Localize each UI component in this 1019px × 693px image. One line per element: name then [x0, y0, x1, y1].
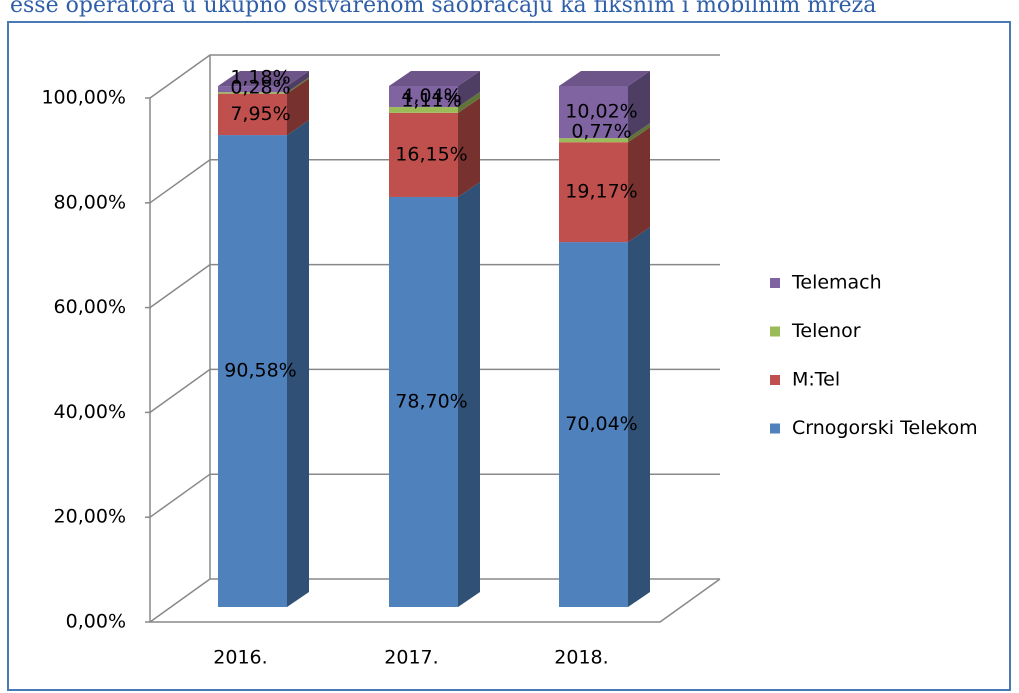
bar-side [458, 181, 480, 607]
bar [389, 196, 458, 607]
bar [218, 135, 287, 608]
bar [559, 86, 628, 139]
data-label: 1,18% [230, 67, 290, 89]
bar-side [287, 120, 309, 608]
legend-label: M:Tel [792, 369, 840, 391]
legend-marker [770, 278, 780, 288]
y-tick-label: 60,00% [54, 296, 126, 318]
data-label: 0,28% [230, 77, 290, 99]
data-label: 19,17% [565, 181, 637, 203]
bar-top [218, 71, 309, 87]
bar [559, 242, 628, 607]
grid-line [149, 54, 720, 99]
bar [389, 107, 458, 113]
legend-marker [770, 375, 780, 385]
bar [559, 142, 628, 243]
bar-side [628, 127, 650, 243]
x-tick-label: 2016. [213, 647, 267, 669]
bar-side [628, 227, 650, 607]
bar [218, 93, 287, 136]
floor [150, 578, 721, 623]
data-label: 16,15% [395, 143, 467, 165]
bar-side [458, 97, 480, 197]
x-tick-label: 2017. [384, 647, 438, 669]
data-label: 4,04% [401, 85, 461, 107]
grid-line [149, 578, 720, 623]
legend-label: Telenor [791, 320, 861, 342]
chart-title: esse operatora u ukupno ostvarenom saobr… [10, 0, 876, 18]
bar-side [458, 71, 480, 108]
x-tick-label: 2018. [554, 647, 608, 669]
bar-top [389, 71, 480, 86]
grid-line [149, 473, 720, 518]
grid-line [149, 263, 720, 309]
data-label: 90,58% [224, 360, 296, 382]
legend-label: Telemach [791, 272, 882, 294]
bar [559, 138, 628, 143]
data-label: 0,77% [571, 121, 631, 143]
data-label: 7,95% [230, 103, 290, 125]
bar-side [628, 123, 650, 143]
y-tick-label: 40,00% [54, 401, 126, 423]
bar-side [628, 71, 650, 139]
y-tick-label: 100,00% [41, 87, 126, 109]
y-tick-label: 0,00% [66, 611, 126, 633]
y-tick-label: 20,00% [54, 506, 126, 528]
bar-side [287, 71, 309, 93]
bar-side [458, 92, 480, 113]
grid-line [149, 159, 720, 204]
bar-side [287, 77, 309, 94]
data-label: 1,11% [401, 90, 461, 112]
bar [218, 86, 287, 93]
y-tick-label: 80,00% [54, 191, 126, 213]
bar-top [559, 71, 650, 86]
legend-marker [770, 326, 780, 337]
grid-line [149, 368, 720, 414]
legend-marker [770, 423, 780, 434]
data-label: 10,02% [565, 101, 637, 123]
data-label: 70,04% [565, 413, 637, 435]
bar [389, 86, 458, 108]
legend-label: Crnogorski Telekom [792, 417, 978, 439]
bar-side [287, 78, 309, 136]
data-label: 78,70% [395, 390, 467, 412]
chart-frame [7, 21, 1011, 691]
bar [389, 112, 458, 197]
bar [218, 92, 287, 94]
